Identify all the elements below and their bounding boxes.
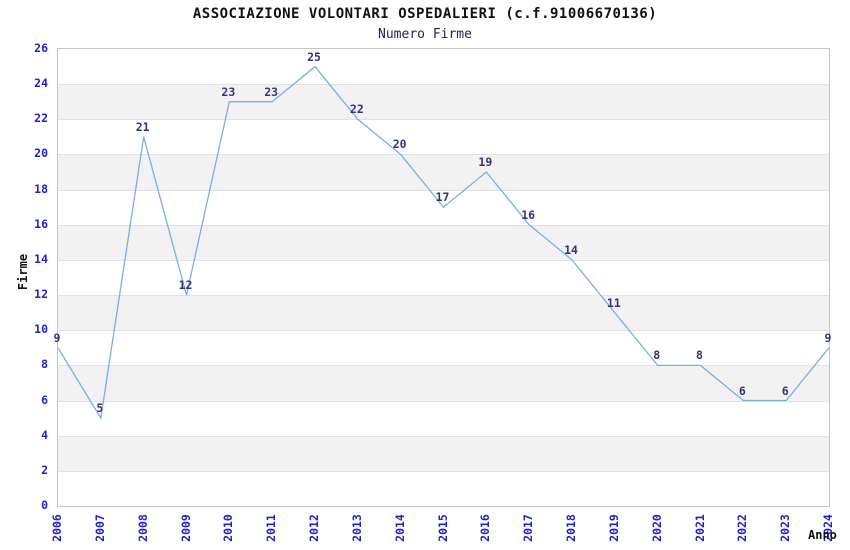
gridline — [58, 330, 829, 332]
data-point-label: 9 — [824, 330, 832, 345]
y-tick-label: 26 — [34, 41, 48, 55]
y-tick-label: 10 — [34, 322, 48, 337]
x-tick-label-text: 2019 — [606, 514, 621, 542]
data-point-label: 14 — [564, 242, 578, 257]
x-tick-label-text: 2016 — [478, 514, 493, 542]
plot-band — [58, 224, 829, 260]
gridline — [58, 119, 829, 121]
data-point-label: 20 — [392, 137, 407, 152]
data-point-label: 8 — [653, 348, 661, 363]
y-tick-label: 4 — [41, 427, 48, 442]
y-tick-label: 16 — [34, 216, 48, 231]
gridline — [58, 365, 829, 367]
gridline — [58, 189, 829, 191]
data-point-label: 23 — [221, 84, 236, 99]
data-point-label: 6 — [738, 383, 746, 398]
y-tick-label: 18 — [34, 181, 48, 196]
y-tick-label: 14 — [34, 251, 48, 266]
plot-band — [58, 295, 829, 331]
x-tick-label-text: 2009 — [178, 514, 193, 542]
data-point-label: 6 — [781, 383, 789, 398]
x-tick-label-text: 2022 — [735, 514, 750, 542]
line-series — [57, 65, 830, 420]
y-axis-title-text: Firme — [16, 253, 30, 291]
gridline — [58, 84, 829, 86]
data-point-label: 23 — [264, 84, 279, 99]
data-point-label: 21 — [135, 119, 150, 134]
plot-band — [58, 435, 829, 471]
data-point-label: 11 — [606, 295, 621, 310]
gridline — [58, 435, 829, 437]
y-tick-label: 0 — [41, 498, 48, 512]
plot-band — [58, 84, 829, 120]
y-tick-label: 12 — [34, 287, 48, 302]
plot-band — [58, 365, 829, 401]
x-tick-label-text: 2018 — [564, 514, 579, 542]
x-tick-label-text: 2007 — [92, 514, 107, 542]
y-tick-label: 8 — [41, 357, 48, 372]
y-tick-label: 2 — [41, 462, 48, 477]
x-tick-label-text: 2023 — [778, 514, 793, 542]
line-series-svg — [57, 65, 830, 420]
data-point-label: 22 — [349, 102, 364, 117]
x-tick-label-text: 2017 — [521, 514, 536, 542]
plot-band — [58, 154, 829, 190]
data-point-label: 5 — [96, 401, 104, 416]
data-point-label: 25 — [307, 49, 321, 64]
chart-subtitle: Numero Firme — [378, 27, 472, 42]
y-tick-label: 6 — [41, 392, 48, 407]
x-tick-label-text: 2020 — [649, 514, 664, 542]
plot-area — [57, 48, 830, 507]
data-point-label: 9 — [53, 330, 61, 345]
gridline — [58, 224, 829, 226]
x-tick-label-text: 2006 — [50, 514, 65, 542]
y-tick-label: 24 — [34, 76, 48, 91]
data-point-label: 16 — [521, 207, 536, 222]
x-tick-label-text: 2021 — [692, 514, 707, 542]
x-tick-label-text: 2008 — [135, 514, 150, 542]
x-tick-label-text: 2011 — [264, 514, 279, 542]
gridline — [58, 295, 829, 297]
x-axis-title: Anno — [808, 528, 837, 542]
x-tick-label-text: 2012 — [307, 514, 322, 542]
y-tick-label: 20 — [34, 146, 48, 161]
x-tick-label-text: 2014 — [392, 514, 407, 542]
data-point-label: 8 — [696, 348, 703, 363]
chart-title: ASSOCIAZIONE VOLONTARI OSPEDALIERI (c.f.… — [192, 6, 658, 22]
gridline — [58, 470, 829, 472]
gridline — [58, 259, 829, 261]
data-point-label: 12 — [178, 278, 193, 293]
data-point-label: 19 — [478, 155, 493, 170]
gridline — [58, 400, 829, 402]
data-point-label: 17 — [435, 190, 450, 205]
x-tick-label-text: 2010 — [221, 514, 236, 542]
x-tick-label-text: 2013 — [349, 514, 364, 542]
y-tick-label: 22 — [34, 111, 48, 126]
x-tick-label-text: 2015 — [435, 514, 450, 542]
gridline — [58, 154, 829, 156]
